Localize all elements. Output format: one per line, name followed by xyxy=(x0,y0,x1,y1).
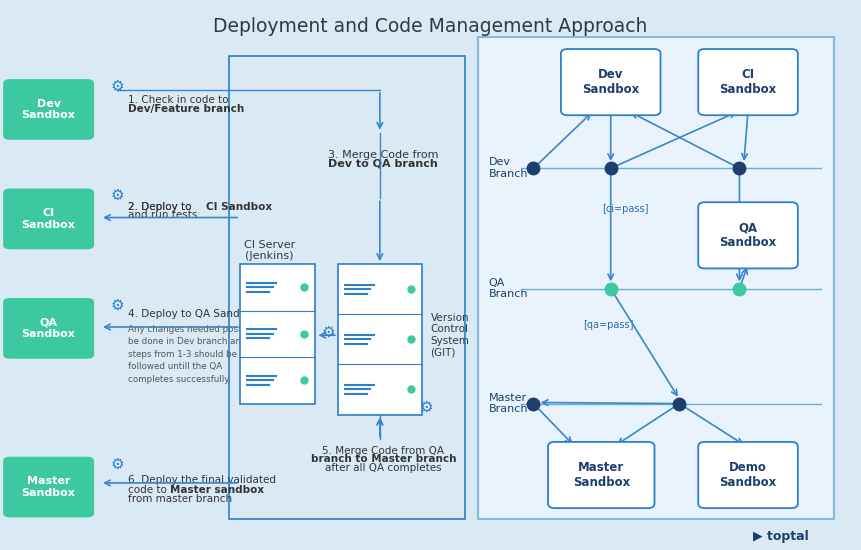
Text: 6. Deploy the final validated: 6. Deploy the final validated xyxy=(128,475,276,485)
Text: ▶ toptal: ▶ toptal xyxy=(753,530,808,543)
Text: QA
Branch: QA Branch xyxy=(489,278,529,300)
Text: ⚙: ⚙ xyxy=(110,456,124,471)
Text: ⚙: ⚙ xyxy=(321,325,335,340)
Text: Version
Control
System
(GIT): Version Control System (GIT) xyxy=(430,313,469,358)
FancyBboxPatch shape xyxy=(478,37,833,519)
Text: [qa=pass]: [qa=pass] xyxy=(583,320,634,331)
Text: CI Server
(Jenkins): CI Server (Jenkins) xyxy=(244,240,294,261)
FancyBboxPatch shape xyxy=(3,456,94,518)
Text: Master sandbox: Master sandbox xyxy=(170,485,263,494)
Text: branch to Master branch: branch to Master branch xyxy=(311,454,456,464)
Text: 4. Deploy to QA Sandbox: 4. Deploy to QA Sandbox xyxy=(128,310,259,320)
Text: Master
Branch: Master Branch xyxy=(489,393,529,414)
Text: ⚙: ⚙ xyxy=(110,298,124,312)
Text: 2. Deploy to CI Sandbox: 2. Deploy to CI Sandbox xyxy=(128,202,269,212)
Text: ⚙: ⚙ xyxy=(419,400,433,415)
Text: 1. Check in code to: 1. Check in code to xyxy=(128,95,229,105)
FancyBboxPatch shape xyxy=(561,49,660,115)
Text: ⚙: ⚙ xyxy=(110,188,124,203)
Text: Deployment and Code Management Approach: Deployment and Code Management Approach xyxy=(214,16,647,36)
Text: Dev/Feature branch: Dev/Feature branch xyxy=(128,104,245,114)
Text: Dev
Sandbox: Dev Sandbox xyxy=(22,98,76,120)
Text: Any changes needed post QA
be done in Dev branch and
steps from 1-3 should be
fo: Any changes needed post QA be done in De… xyxy=(128,325,257,384)
Text: Master
Sandbox: Master Sandbox xyxy=(573,461,630,489)
Text: QA
Sandbox: QA Sandbox xyxy=(22,317,76,339)
Text: 2. Deploy to: 2. Deploy to xyxy=(128,202,195,212)
FancyBboxPatch shape xyxy=(338,264,422,415)
FancyBboxPatch shape xyxy=(3,298,94,359)
Text: CI
Sandbox: CI Sandbox xyxy=(720,68,777,96)
FancyBboxPatch shape xyxy=(698,49,798,115)
Text: CI Sandbox: CI Sandbox xyxy=(206,202,272,212)
FancyBboxPatch shape xyxy=(698,442,798,508)
FancyBboxPatch shape xyxy=(3,79,94,140)
Text: 5. Merge Code from QA: 5. Merge Code from QA xyxy=(322,446,444,456)
Text: Demo
Sandbox: Demo Sandbox xyxy=(720,461,777,489)
Text: ⚙: ⚙ xyxy=(110,79,124,94)
Text: 3. Merge Code from: 3. Merge Code from xyxy=(328,150,438,160)
Text: 2. Deploy to: 2. Deploy to xyxy=(128,202,195,212)
Text: and run tests: and run tests xyxy=(128,210,198,220)
Text: [ci=pass]: [ci=pass] xyxy=(602,205,648,214)
Text: CI
Sandbox: CI Sandbox xyxy=(22,208,76,230)
FancyBboxPatch shape xyxy=(698,202,798,268)
FancyBboxPatch shape xyxy=(3,189,94,249)
Text: code to: code to xyxy=(128,485,170,494)
FancyBboxPatch shape xyxy=(240,264,315,404)
Text: from master branch: from master branch xyxy=(128,494,232,504)
Text: Dev to QA branch: Dev to QA branch xyxy=(328,159,438,169)
Text: Dev
Branch: Dev Branch xyxy=(489,157,529,179)
Text: Master
Sandbox: Master Sandbox xyxy=(22,476,76,498)
FancyBboxPatch shape xyxy=(548,442,654,508)
Text: after all QA completes: after all QA completes xyxy=(325,463,442,472)
Text: Dev
Sandbox: Dev Sandbox xyxy=(582,68,640,96)
Text: QA
Sandbox: QA Sandbox xyxy=(720,221,777,249)
